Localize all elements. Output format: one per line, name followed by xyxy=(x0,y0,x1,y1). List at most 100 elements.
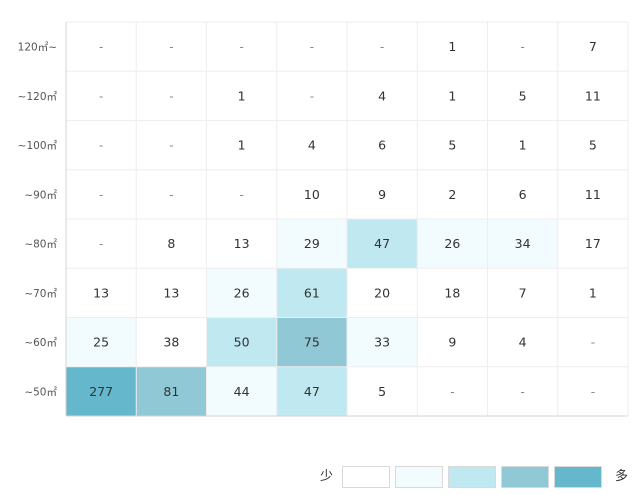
heatmap-cell xyxy=(557,317,628,367)
cell-value-label: 5 xyxy=(448,138,456,153)
heatmap-cell xyxy=(347,317,418,367)
heatmap-cell xyxy=(557,71,628,121)
heatmap-cell xyxy=(347,169,418,219)
legend-swatch-1 xyxy=(342,466,391,488)
cell-value-label: - xyxy=(520,385,524,399)
heatmap-cell xyxy=(66,268,137,318)
cell-value-label: 50 xyxy=(234,335,250,350)
heatmap-cell xyxy=(136,22,207,72)
heatmap-cell xyxy=(557,22,628,72)
heatmap-cell xyxy=(557,219,628,269)
heatmap-cell xyxy=(276,317,347,367)
cell-value-label: - xyxy=(450,385,454,399)
heatmap-cell xyxy=(206,268,277,318)
cell-value-label: - xyxy=(310,40,314,54)
heatmap-cell xyxy=(487,317,558,367)
cell-value-label: 5 xyxy=(589,138,597,153)
cell-value-label: 13 xyxy=(93,285,109,300)
heatmap-cell xyxy=(417,71,488,121)
heatmap-cell xyxy=(206,317,277,367)
cell-value-label: 26 xyxy=(444,236,460,251)
heatmap-cell xyxy=(417,317,488,367)
heatmap-cell xyxy=(417,268,488,318)
cell-value-label: 1 xyxy=(448,39,456,54)
heatmap-cell xyxy=(557,366,628,416)
heatmap-cell xyxy=(487,268,558,318)
heatmap-cell xyxy=(206,219,277,269)
heatmap-cell xyxy=(66,169,137,219)
heatmap-cell xyxy=(417,366,488,416)
cell-value-label: - xyxy=(99,139,103,153)
cell-value-label: - xyxy=(169,139,173,153)
cell-value-label: - xyxy=(99,188,103,202)
cell-value-label: 10 xyxy=(304,187,320,202)
cell-value-label: 6 xyxy=(378,138,386,153)
heatmap-cell xyxy=(557,169,628,219)
heatmap-cell xyxy=(136,71,207,121)
heatmap-cell xyxy=(136,317,207,367)
y-tick-label: 120㎡~ xyxy=(18,42,57,54)
heatmap-cell xyxy=(206,22,277,72)
cell-value-label: - xyxy=(239,188,243,202)
legend-low-label: 少 xyxy=(320,469,334,484)
heatmap-cell xyxy=(206,71,277,121)
heatmap-cell xyxy=(487,366,558,416)
cell-value-label: 5 xyxy=(519,88,527,103)
heatmap-cell xyxy=(276,268,347,318)
cell-value-label: 8 xyxy=(167,236,175,251)
cell-value-label: - xyxy=(591,336,595,350)
heatmap-cell xyxy=(487,120,558,170)
cell-value-label: 7 xyxy=(589,39,597,54)
heatmap-cell xyxy=(347,22,418,72)
legend-high-label: 多 xyxy=(615,469,629,484)
cell-value-label: - xyxy=(99,237,103,251)
cell-value-label: 1 xyxy=(238,88,246,103)
heatmap-cell xyxy=(276,366,347,416)
cell-value-label: - xyxy=(380,40,384,54)
cell-value-label: - xyxy=(169,40,173,54)
cell-value-label: 29 xyxy=(304,236,320,251)
cell-value-label: 20 xyxy=(374,285,390,300)
legend-swatch-5 xyxy=(554,466,603,488)
heatmap-cell xyxy=(347,366,418,416)
cell-value-label: 61 xyxy=(304,285,320,300)
cell-value-label: - xyxy=(591,385,595,399)
heatmap-cell xyxy=(66,22,137,72)
cell-value-label: - xyxy=(239,40,243,54)
heatmap-cell xyxy=(557,268,628,318)
cell-value-label: 9 xyxy=(378,187,386,202)
cell-value-label: - xyxy=(99,89,103,103)
heatmap-cell xyxy=(136,219,207,269)
cell-value-label: 4 xyxy=(378,88,386,103)
heatmap-cell xyxy=(136,120,207,170)
cell-value-label: 38 xyxy=(163,335,179,350)
heatmap-cell xyxy=(487,219,558,269)
cell-value-label: 277 xyxy=(89,384,113,399)
y-tick-label: ~120㎡ xyxy=(18,91,58,103)
cell-value-label: 7 xyxy=(519,285,527,300)
heatmap-cell xyxy=(276,120,347,170)
cell-value-label: 33 xyxy=(374,335,390,350)
cell-value-label: 6 xyxy=(519,187,527,202)
heatmap-cell xyxy=(487,22,558,72)
cell-value-label: 2 xyxy=(448,187,456,202)
cell-value-label: 25 xyxy=(93,335,109,350)
cell-value-label: 1 xyxy=(238,138,246,153)
cell-value-label: - xyxy=(520,40,524,54)
cell-value-label: 1 xyxy=(519,138,527,153)
legend-swatch-3 xyxy=(448,466,497,488)
heatmap-cell xyxy=(417,22,488,72)
cell-value-label: 4 xyxy=(308,138,316,153)
heatmap-cell xyxy=(206,169,277,219)
cell-value-label: 1 xyxy=(448,88,456,103)
cell-value-label: - xyxy=(169,89,173,103)
cell-value-label: 75 xyxy=(304,335,320,350)
cell-value-label: 1 xyxy=(589,285,597,300)
heatmap-cell xyxy=(66,219,137,269)
heatmap-cell xyxy=(136,268,207,318)
heatmap-cell xyxy=(347,268,418,318)
y-tick-label: ~80㎡ xyxy=(24,239,57,251)
heatmap-cell xyxy=(417,219,488,269)
heatmap-cell xyxy=(417,169,488,219)
heatmap-cell xyxy=(487,71,558,121)
